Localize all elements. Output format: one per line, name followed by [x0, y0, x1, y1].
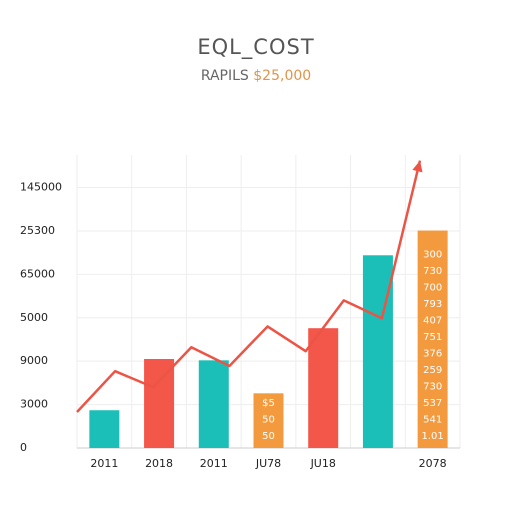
bar [362, 255, 393, 448]
arrow-head [412, 160, 423, 173]
bar [198, 360, 229, 448]
chart-title: EQL_COST [197, 35, 314, 60]
bar-text: 50 [262, 431, 275, 442]
bar-text: 259 [423, 365, 442, 376]
y-tick-label: 5000 [20, 311, 48, 324]
x-tick-label: 2078 [419, 457, 447, 470]
y-tick-label: 3000 [20, 398, 48, 411]
x-tick-label: JU78 [255, 457, 281, 470]
x-tick-label: 2011 [200, 457, 228, 470]
bar-text: 730 [423, 266, 442, 277]
y-tick-label: 145000 [20, 181, 62, 194]
x-tick-label: 2011 [90, 457, 118, 470]
bar-text: 751 [423, 332, 442, 343]
y-tick-label: 0 [20, 441, 27, 454]
y-tick-label: 65000 [20, 267, 55, 280]
trend-line [76, 160, 422, 413]
bar [253, 393, 284, 448]
bar-text: 50 [262, 414, 275, 425]
bar [144, 359, 175, 448]
bar-text: 1.01 [422, 431, 444, 442]
bar-text: 793 [423, 299, 442, 310]
bar-text: 407 [423, 315, 442, 326]
x-tick-label: 2018 [145, 457, 173, 470]
y-tick-label: 9000 [20, 354, 48, 367]
subtitle-text: RAPILS [201, 68, 249, 84]
x-tick-label: JU18 [310, 457, 336, 470]
bar [89, 410, 120, 448]
y-tick-label: 25300 [20, 224, 55, 237]
bar-text: 537 [423, 398, 442, 409]
bar-text: 730 [423, 381, 442, 392]
bar [308, 328, 339, 448]
bar-text: 376 [423, 348, 442, 359]
bar [417, 230, 448, 448]
bar-text: 541 [423, 414, 442, 425]
subtitle-amount: $25,000 [253, 68, 311, 84]
bar-text: 300 [423, 249, 442, 260]
bar-text: 700 [423, 282, 442, 293]
chart-subtitle: RAPILS $25,000 [201, 68, 311, 84]
bar-text: $5 [262, 398, 275, 409]
